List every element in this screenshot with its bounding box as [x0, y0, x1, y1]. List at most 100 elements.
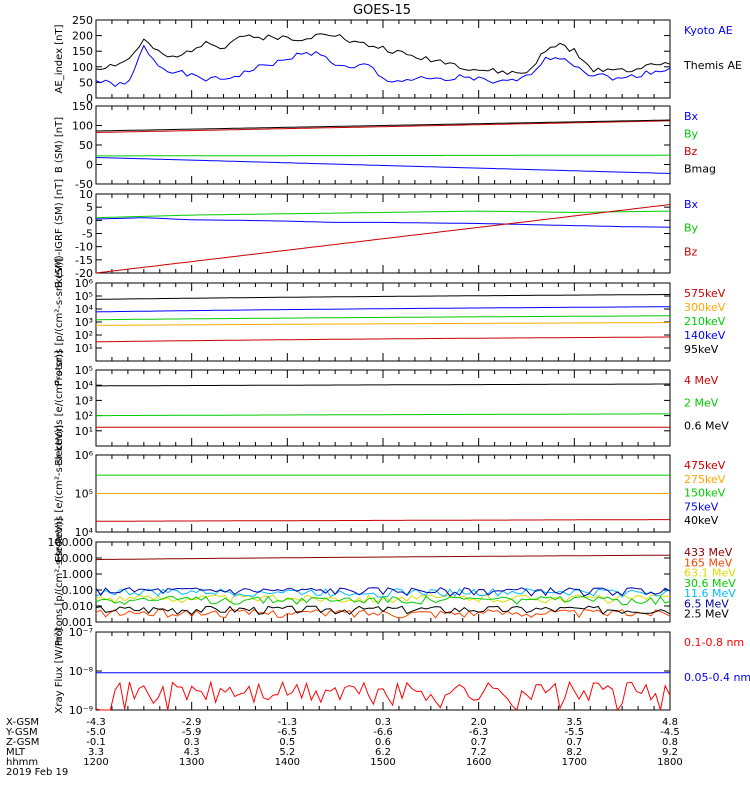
panel-frame	[95, 19, 671, 99]
series-line-2	[95, 322, 670, 326]
x-row-value: 0.7	[566, 737, 582, 748]
x-row-value: -6.3	[469, 727, 489, 738]
y-tick-label: 200	[72, 30, 93, 43]
y-tick-label: 250	[72, 14, 93, 27]
y-tick-label: 150	[72, 45, 93, 58]
x-row-value: -0.1	[86, 737, 106, 748]
x-row-label: Z-GSM	[6, 737, 39, 748]
series-line-1	[95, 157, 671, 174]
y-tick-label: 10³	[75, 394, 93, 407]
panel-frame	[95, 631, 671, 711]
legend-label: Bz	[684, 245, 698, 258]
series-line-4	[95, 306, 670, 313]
legend-label: 0.1-0.8 nm	[684, 636, 744, 649]
y-tick-label: 10³	[75, 316, 93, 329]
y-axis-label: Protons [p/(cm²-s-sr-keV)]	[54, 258, 65, 386]
legend-label: 95keV	[684, 343, 719, 356]
y-tick-label: 10⁵	[75, 364, 93, 377]
panel-frame	[95, 369, 671, 447]
legend-label: 11.6 MeV	[684, 587, 736, 600]
x-row-value: 1600	[466, 757, 491, 768]
legend-label: 165 MeV	[684, 556, 733, 569]
series-line-1	[95, 336, 670, 343]
panel-1: 0 50 100 150 200 250 AE_index [nT] Kyoto AE Them…	[54, 14, 742, 105]
x-row-value: 0.7	[471, 737, 487, 748]
legend-label: By	[684, 222, 699, 235]
y-tick-label: -50	[75, 178, 93, 191]
legend-label: 0.6 MeV	[684, 419, 729, 432]
y-tick-label: 0	[86, 92, 93, 105]
x-row-value: 7.2	[471, 747, 487, 758]
x-row-value: 2.0	[471, 717, 487, 728]
legend-label: Kyoto AE	[684, 24, 733, 37]
x-row-value: 9.2	[662, 747, 678, 758]
x-row-value: 6.2	[375, 747, 391, 758]
legend-label: 40keV	[684, 514, 719, 527]
series-line-5	[95, 294, 670, 300]
series-line-1	[95, 217, 671, 228]
legend-label: 2.5 MeV	[684, 608, 729, 621]
y-axis-label: Electrons [e/(cm²-s-sr-keV)]	[54, 425, 65, 562]
y-tick-label: 10.000	[55, 552, 94, 565]
y-tick-label: 10⁻⁹	[69, 704, 93, 717]
y-tick-label: -15	[75, 254, 93, 267]
legend-label: 75keV	[684, 500, 719, 513]
legend-label: Bx	[684, 198, 699, 211]
x-row-value: -5.0	[86, 727, 106, 738]
y-tick-label: 50	[79, 76, 93, 89]
x-row-value: 0.5	[279, 737, 295, 748]
legend-label: 150keV	[684, 487, 726, 500]
y-tick-label: 10⁴	[75, 303, 94, 316]
legend-label: 0.05-0.4 nm	[684, 671, 750, 684]
y-tick-label: 50	[79, 139, 93, 152]
legend-label: 210keV	[684, 315, 726, 328]
y-tick-label: 1.000	[62, 568, 94, 581]
y-tick-label: 10¹	[75, 425, 93, 438]
y-tick-label: 0.001	[62, 616, 94, 629]
x-row-value: -5.9	[182, 727, 202, 738]
panel-frame	[95, 193, 671, 274]
x-row-value: -6.5	[278, 727, 298, 738]
x-row-value: 1500	[370, 757, 395, 768]
legend-label: Themis AE	[683, 59, 742, 72]
panel-7: 0.001 0.010 0.100 1.000 10.000 100.000Protons…	[48, 518, 737, 646]
x-row-value: 4.8	[662, 717, 678, 728]
x-row-value: 0.6	[375, 737, 391, 748]
y-tick-label: 0	[86, 159, 93, 172]
y-axis-label: Protons [p/(cm²-s-sr-keV)]	[54, 518, 65, 646]
y-tick-label: -20	[75, 267, 93, 280]
x-row-value: 3.5	[566, 717, 582, 728]
x-row-value: 1400	[275, 757, 300, 768]
legend-label: 475keV	[684, 459, 726, 472]
x-row-value: 0.8	[662, 737, 678, 748]
panel-frame	[95, 105, 671, 185]
legend-label: 433 MeV	[684, 546, 733, 559]
x-row-value: 0.3	[375, 717, 391, 728]
x-row-value: -2.9	[182, 717, 202, 728]
x-row-value: 8.2	[566, 747, 582, 758]
x-row-value: 5.2	[279, 747, 295, 758]
x-row-label: Y-GSM	[5, 727, 38, 738]
series-line-7	[95, 605, 671, 615]
legend-label: Bz	[684, 145, 698, 158]
legend-label: Bx	[684, 110, 699, 123]
series-line-1	[95, 680, 671, 712]
legend-label: By	[684, 128, 699, 141]
series-line-3	[95, 120, 671, 133]
series-line-3	[96, 383, 670, 387]
series-line-2	[95, 210, 671, 219]
y-axis-label: B (SM) [nT]	[54, 117, 65, 173]
series-line-2	[95, 33, 671, 76]
x-row-value: -1.3	[278, 717, 298, 728]
panel-2: -50 0 50 100 150 B (SM) [nT] Bx By Bz Bmag	[54, 100, 716, 191]
legend-label: 140keV	[684, 329, 726, 342]
y-tick-label: 10⁶	[75, 277, 94, 290]
x-row-value: 1800	[657, 757, 682, 768]
y-tick-label: 10²	[75, 329, 93, 342]
x-row-value: -6.6	[373, 727, 393, 738]
legend-label: 2 MeV	[684, 397, 719, 410]
